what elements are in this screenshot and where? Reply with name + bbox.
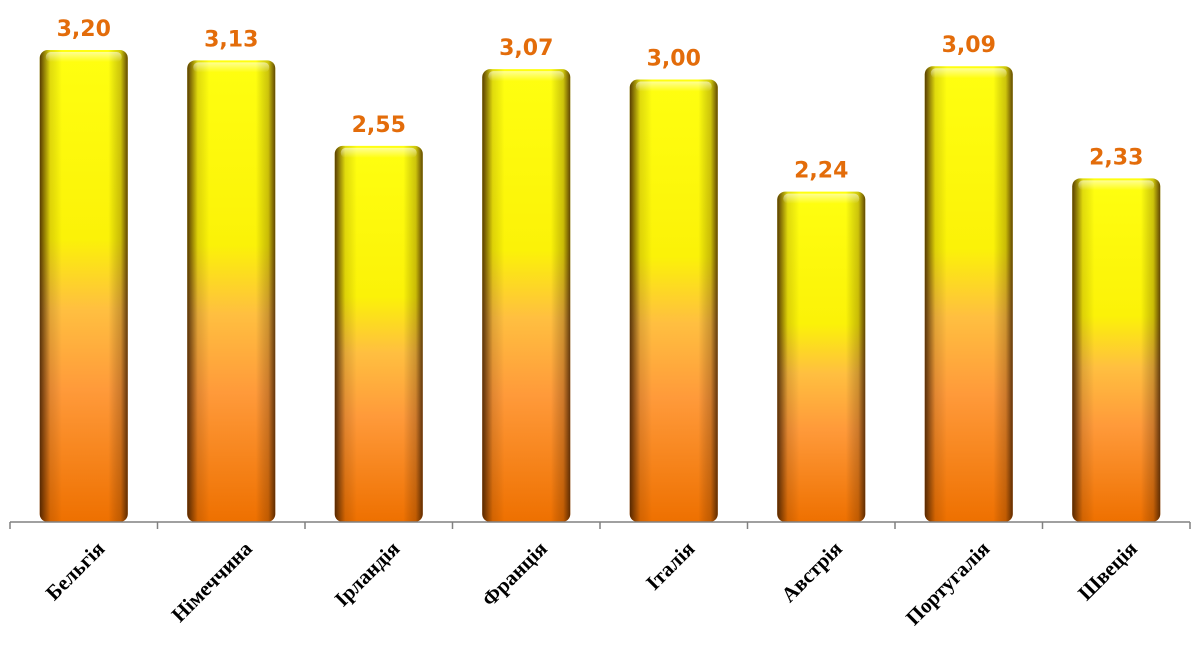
bar-highlight (45, 52, 122, 62)
bar-shade (482, 69, 571, 523)
bar-shade (334, 145, 423, 522)
bar-shade (1072, 178, 1161, 522)
bar (187, 60, 276, 522)
bar-highlight (1078, 180, 1155, 191)
category-label: Швеція (1073, 537, 1142, 606)
value-labels: 3,20 3,13 2,55 3,07 3,00 2,24 3,09 2,33 (57, 17, 1144, 184)
bar-highlight (930, 68, 1007, 79)
category-label: Італія (641, 537, 699, 595)
bar-highlight (488, 71, 565, 82)
bar-highlight (340, 147, 417, 158)
bar-highlight (635, 81, 712, 92)
bar (334, 145, 423, 522)
bar-value-label: 3,07 (499, 36, 553, 61)
x-axis-ticks (9, 522, 1191, 529)
bars (39, 50, 1161, 523)
bar-value-label: 3,13 (204, 27, 258, 52)
category-label: Ірландія (330, 537, 405, 612)
category-label: Португалія (901, 537, 994, 630)
bar (1072, 178, 1161, 522)
category-label: Франція (477, 537, 552, 612)
bar-highlight (783, 193, 860, 204)
bar-value-label: 2,24 (794, 159, 848, 184)
bar-value-label: 2,55 (352, 113, 406, 138)
bar (777, 191, 866, 522)
bar-value-label: 3,20 (57, 17, 111, 42)
category-label: Австрія (776, 537, 846, 607)
bar-value-label: 3,09 (942, 33, 996, 58)
bar-value-label: 3,00 (647, 47, 701, 72)
bar-shade (39, 50, 128, 522)
bar (482, 69, 571, 523)
bar-highlight (193, 62, 270, 73)
category-label: Німеччина (167, 536, 258, 627)
bar-shade (924, 66, 1013, 522)
bar-value-label: 2,33 (1089, 145, 1143, 170)
bar (629, 79, 718, 522)
bar (39, 50, 128, 522)
bar-shade (629, 79, 718, 522)
bar-shade (187, 60, 276, 522)
category-label: Бельгія (41, 537, 109, 605)
bar-shade (777, 191, 866, 522)
category-labels: Бельгія Німеччина Ірландія Франція Італія Авс… (41, 536, 1142, 630)
bar (924, 66, 1013, 522)
